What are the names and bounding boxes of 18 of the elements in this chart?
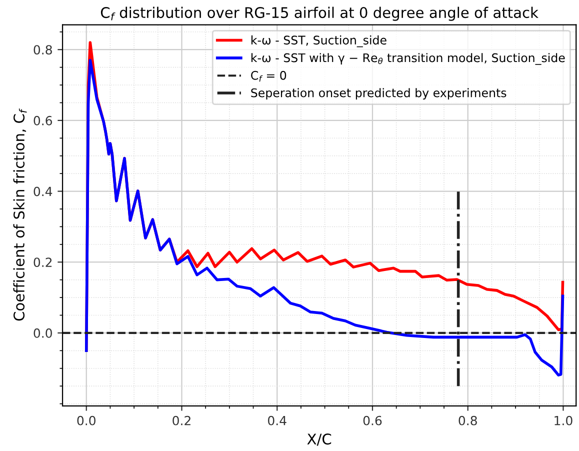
- x-axis-title: X/C: [307, 434, 332, 446]
- legend-label: k-ω - SST with γ − Re$_{θ}$ transition model, Suction_side: [251, 53, 565, 65]
- y-tick-label: 0.6: [34, 116, 52, 126]
- legend-label: C$_{f}$ = 0: [251, 70, 286, 82]
- y-tick-label: 0.2: [34, 258, 52, 268]
- legend-label: Seperation onset predicted by experiments: [251, 88, 506, 100]
- legend-label: k-ω - SST, Suction_side: [251, 35, 386, 48]
- y-tick-label: 0.8: [34, 45, 52, 55]
- x-tick-label: 0.4: [268, 416, 286, 426]
- y-tick-label: 0.0: [34, 328, 52, 338]
- x-tick-label: 1.0: [554, 416, 572, 426]
- x-tick-label: 0.0: [77, 416, 96, 426]
- x-tick-label: 0.6: [363, 416, 382, 426]
- x-tick-label: 0.8: [458, 416, 477, 426]
- y-axis-title: Coefficient of Skin friction, C$_{f}$: [13, 108, 27, 321]
- y-tick-label: 0.4: [34, 186, 52, 196]
- chart-title: C$_{f}$ distribution over RG-15 airfoil at 0 degree angle of attack: [100, 6, 538, 21]
- x-tick-label: 0.2: [172, 416, 190, 426]
